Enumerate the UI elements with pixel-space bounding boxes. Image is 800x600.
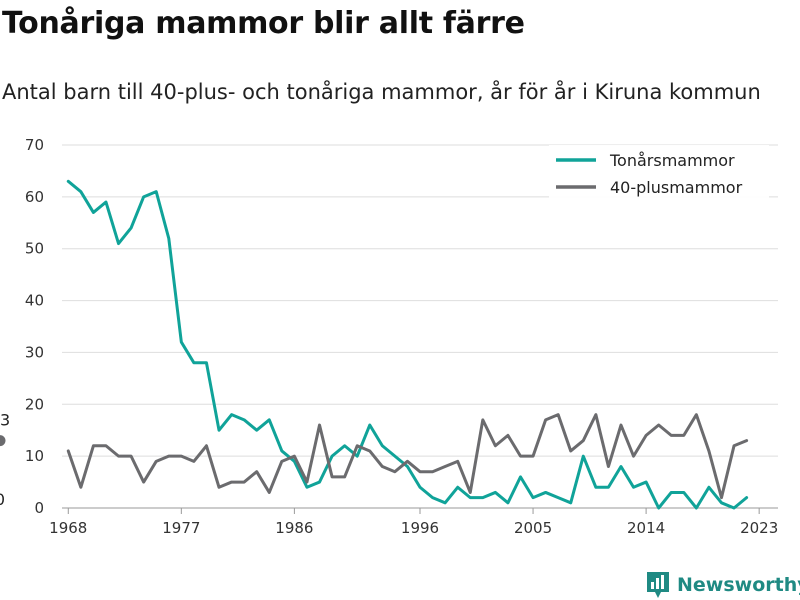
y-tick-label: 70	[25, 136, 44, 154]
series-lines	[0, 179, 749, 510]
y-tick-label: 0	[34, 499, 44, 517]
x-tick-label: 1996	[401, 519, 439, 537]
axes: 0 10 20 30 40 50 60 70 1968 1977 1986 1996 2005 2014 2…	[25, 136, 778, 537]
y-tick-label: 40	[25, 292, 44, 310]
y-tick-label: 20	[25, 395, 44, 413]
y-tick-label: 30	[25, 343, 44, 361]
series-line-40-plusmammor	[66, 413, 749, 500]
legend-label: 40-plusmammor	[610, 178, 743, 197]
y-tick-label: 50	[25, 240, 44, 258]
chart-title: Tonåriga mammor blir allt färre	[2, 6, 525, 41]
end-label-40-plusmammor: 13	[0, 411, 10, 430]
x-tick-label: 2005	[514, 519, 552, 537]
chart-subtitle: Antal barn till 40-plus- och tonåriga ma…	[2, 80, 761, 104]
brand-logo: Newsworthy	[645, 570, 800, 600]
x-tick-label: 2014	[627, 519, 665, 537]
legend: Tonårsmammor 40-plusmammor	[549, 145, 769, 203]
brand-name: Newsworthy	[677, 574, 800, 596]
y-tick-label: 10	[25, 447, 44, 465]
legend-label: Tonårsmammor	[609, 151, 735, 170]
legend-background	[549, 145, 769, 203]
end-label-tonarsmammor: 0	[0, 490, 5, 509]
x-tick-label: 1986	[275, 519, 313, 537]
x-tick-label: 1968	[49, 519, 87, 537]
y-tick-label: 60	[25, 188, 44, 206]
line-chart: 0 10 20 30 40 50 60 70 1968 1977 1986 1996 2005 2014 2…	[0, 136, 778, 537]
end-point-40-plusmammor	[0, 435, 6, 447]
x-tick-label: 1977	[162, 519, 200, 537]
x-tick-label: 2023	[740, 519, 778, 537]
series-line-tonarsmammor	[66, 179, 749, 510]
newsworthy-logo-icon	[647, 572, 669, 598]
end-labels: 13 0	[0, 411, 10, 509]
